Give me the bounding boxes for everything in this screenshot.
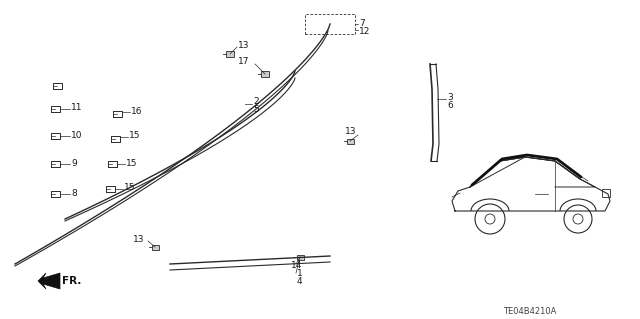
Text: 1: 1 bbox=[297, 269, 303, 278]
FancyBboxPatch shape bbox=[261, 71, 269, 77]
Text: 9: 9 bbox=[71, 159, 77, 167]
FancyBboxPatch shape bbox=[296, 255, 303, 259]
Text: 15: 15 bbox=[124, 183, 136, 192]
Text: 10: 10 bbox=[71, 130, 83, 139]
Text: 16: 16 bbox=[131, 107, 143, 115]
FancyBboxPatch shape bbox=[346, 138, 353, 144]
Text: 7: 7 bbox=[359, 19, 365, 27]
Text: 13: 13 bbox=[133, 235, 145, 244]
Text: 15: 15 bbox=[126, 159, 138, 167]
Text: 6: 6 bbox=[447, 101, 452, 110]
Text: 2: 2 bbox=[253, 98, 259, 107]
Polygon shape bbox=[38, 273, 60, 289]
FancyBboxPatch shape bbox=[226, 51, 234, 57]
FancyBboxPatch shape bbox=[152, 244, 159, 249]
Text: TE04B4210A: TE04B4210A bbox=[503, 307, 557, 315]
Text: 13: 13 bbox=[238, 41, 250, 50]
Text: 4: 4 bbox=[297, 277, 303, 286]
Text: 12: 12 bbox=[359, 26, 371, 35]
Text: 8: 8 bbox=[71, 189, 77, 197]
Text: 14: 14 bbox=[291, 262, 302, 271]
Text: 3: 3 bbox=[447, 93, 452, 101]
Text: 17: 17 bbox=[238, 57, 250, 66]
Text: 13: 13 bbox=[345, 127, 356, 136]
Text: FR.: FR. bbox=[62, 276, 81, 286]
Text: 5: 5 bbox=[253, 106, 259, 115]
Text: 15: 15 bbox=[129, 131, 141, 140]
Text: 11: 11 bbox=[71, 103, 83, 113]
